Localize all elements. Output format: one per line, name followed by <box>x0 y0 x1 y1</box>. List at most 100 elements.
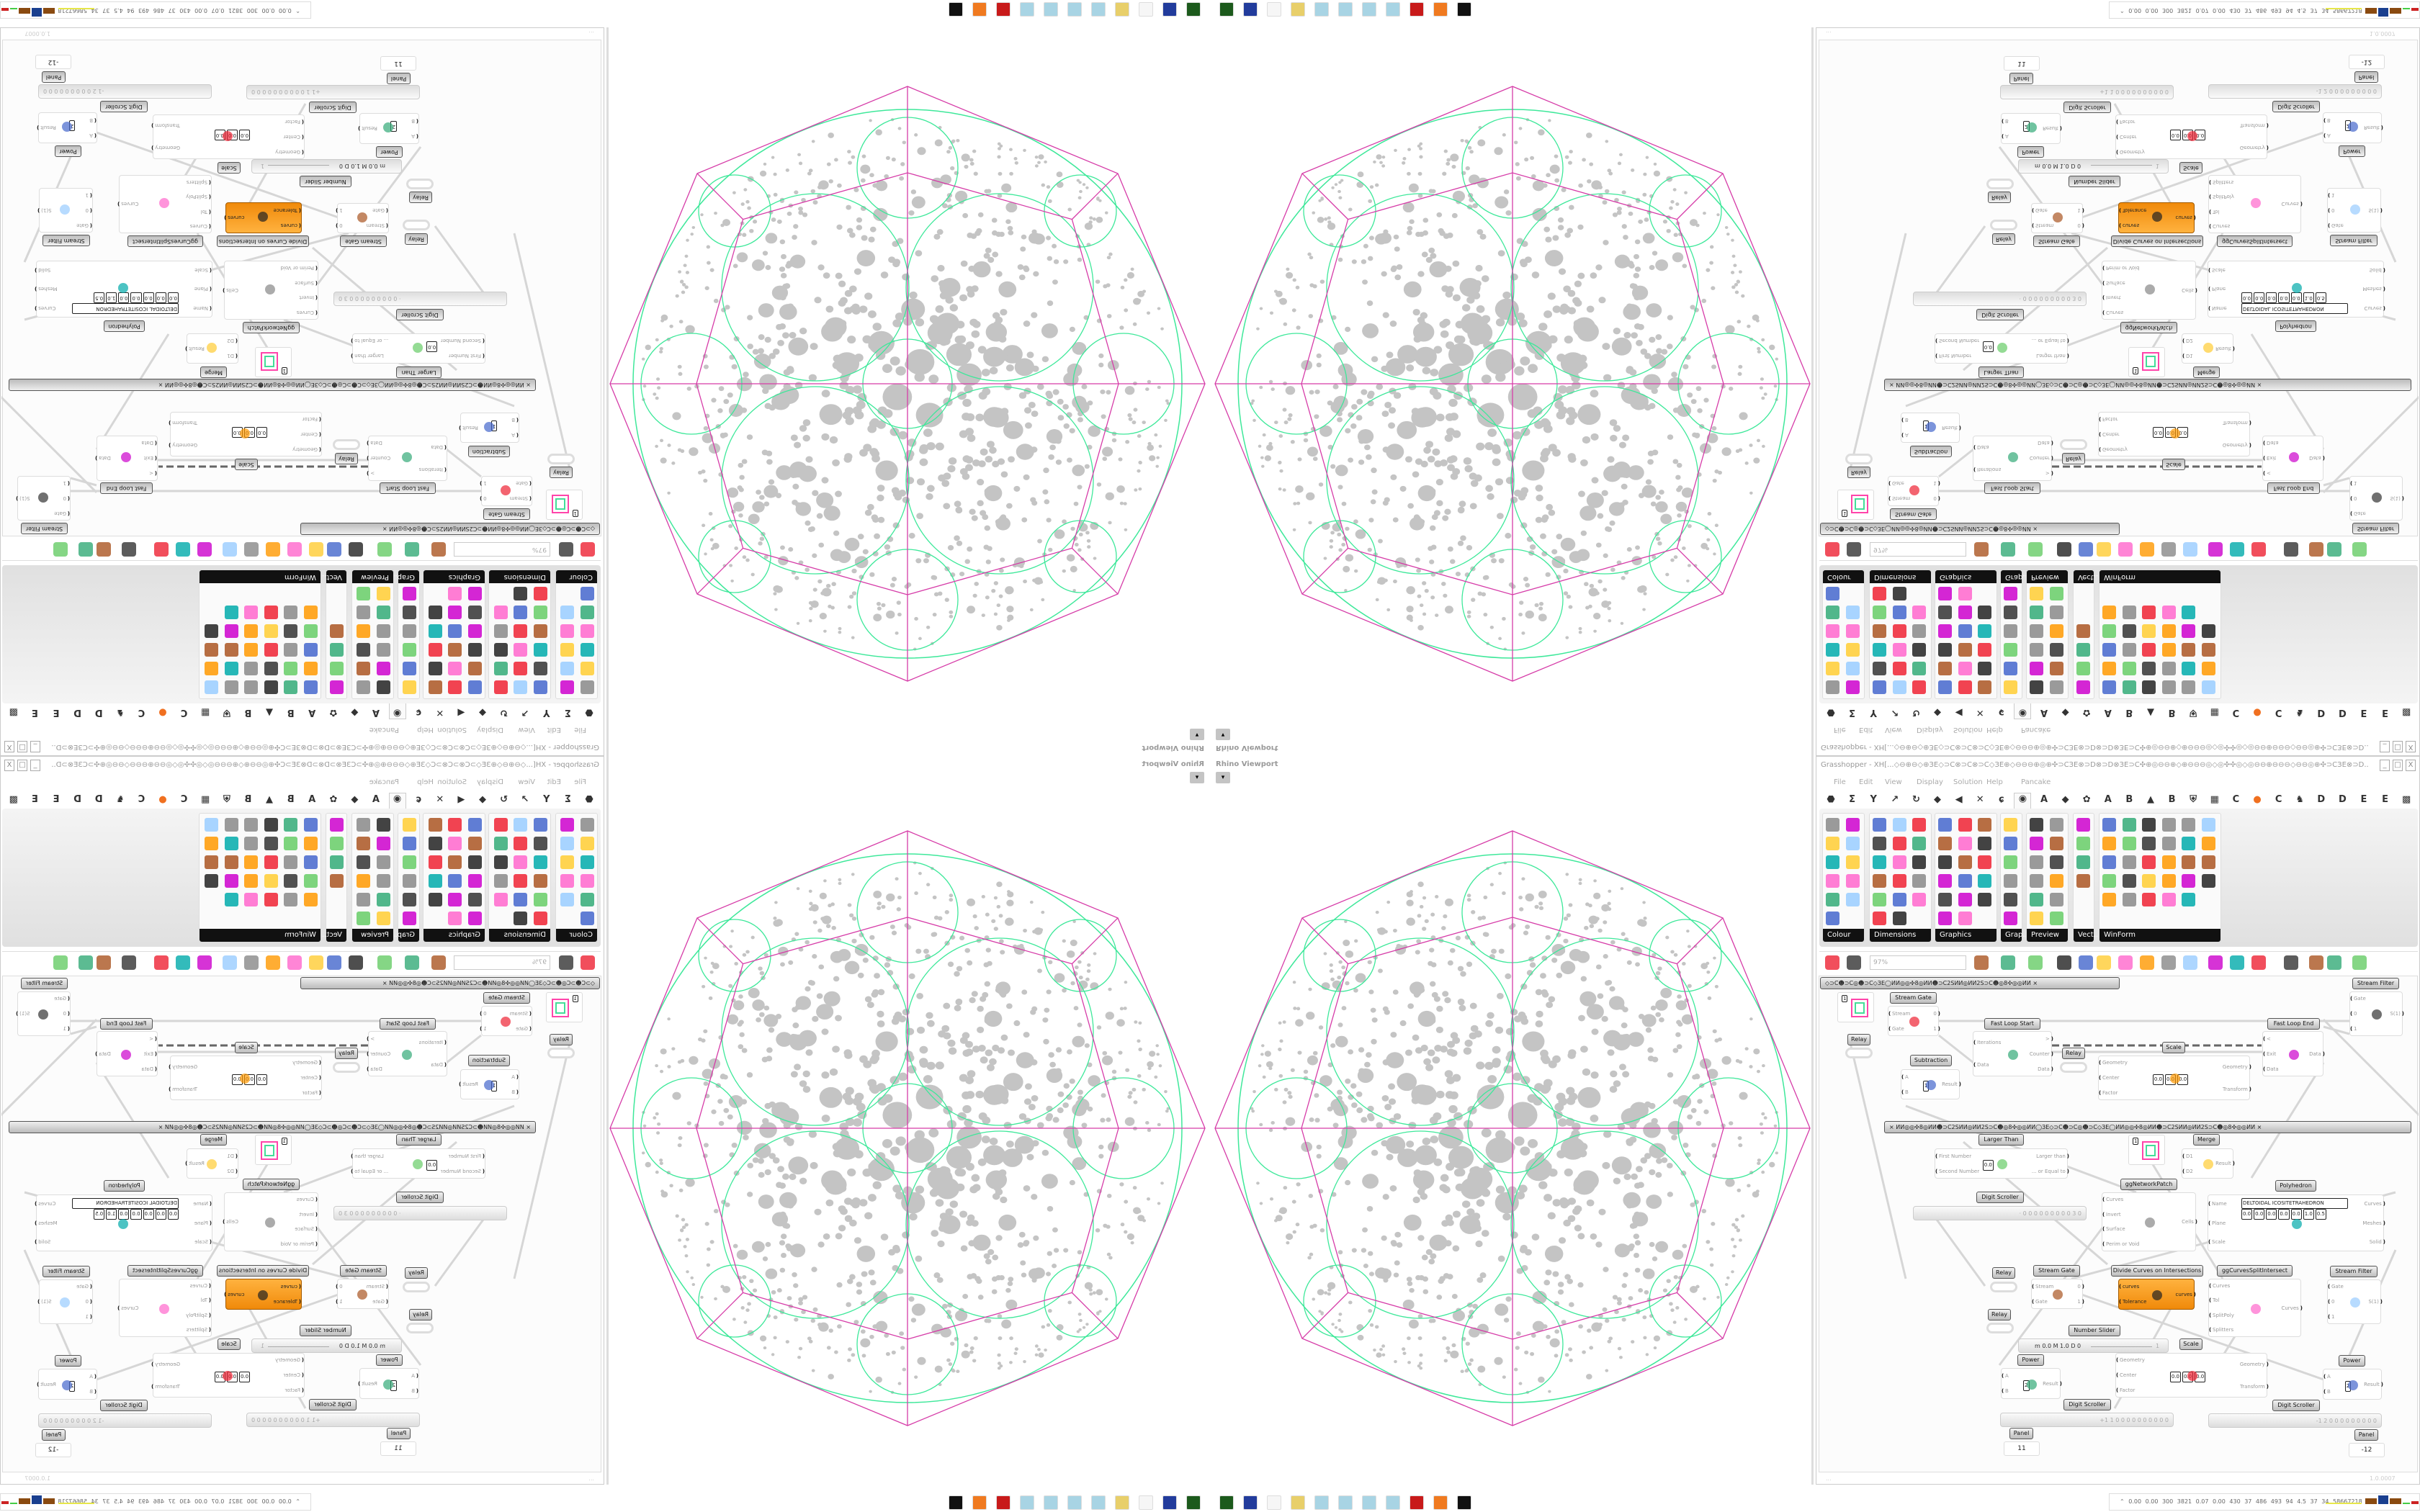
component-icon[interactable] <box>1912 662 1926 675</box>
component-icon[interactable] <box>2076 643 2090 657</box>
tab-icon[interactable]: Σ <box>1849 794 1856 805</box>
component-icon[interactable] <box>514 874 528 888</box>
component-icon[interactable] <box>1912 624 1926 638</box>
input-geometry[interactable]: Geometry <box>275 149 300 155</box>
component-icon[interactable] <box>448 912 462 925</box>
palette-section-label[interactable]: WinForm <box>2099 570 2220 583</box>
component-icon[interactable] <box>2102 643 2116 657</box>
component-icon[interactable] <box>205 624 219 638</box>
viewport-menu-button[interactable]: ▾ <box>1216 772 1230 783</box>
input-center[interactable]: Center <box>2102 431 2120 437</box>
component-scale[interactable]: GeometryCenterFactorGeometryTransform0.0… <box>2098 412 2250 456</box>
component-icon[interactable] <box>357 680 371 694</box>
component-icon[interactable] <box>377 643 390 657</box>
panel-label[interactable]: Panel <box>2009 1428 2033 1439</box>
panel-label[interactable]: Panel <box>2354 1429 2378 1441</box>
component-label[interactable]: Subtraction <box>1910 1055 1952 1066</box>
component-icon[interactable] <box>357 874 371 888</box>
toolbar-icon[interactable] <box>2097 542 2111 557</box>
palette-section-label[interactable]: WinForm <box>2099 929 2220 942</box>
tab-icon[interactable]: B <box>2168 794 2176 805</box>
component-icon[interactable] <box>429 606 442 619</box>
component-icon[interactable] <box>1826 893 1839 906</box>
component-label[interactable]: Stream Gate <box>2033 235 2080 247</box>
component-label[interactable]: Power <box>55 145 81 157</box>
output-solid[interactable]: Solid <box>35 267 50 273</box>
component-icon[interactable] <box>514 680 528 694</box>
component-icon[interactable] <box>1912 893 1926 906</box>
input-a[interactable]: A <box>1905 433 1909 438</box>
component-icon[interactable] <box>2030 818 2043 832</box>
output-transform[interactable]: Transform <box>151 123 180 129</box>
output-counter[interactable]: Counter <box>2030 456 2053 462</box>
param-value-field[interactable]: 0.5 <box>94 292 105 303</box>
component-icon[interactable] <box>2142 837 2156 850</box>
component-label[interactable]: Scale <box>218 162 241 174</box>
input-curves[interactable]: Curves <box>190 223 207 229</box>
component-icon[interactable] <box>304 624 318 638</box>
blank-icon[interactable] <box>1267 1495 1281 1510</box>
component-power[interactable]: ABResult2 <box>2323 112 2382 143</box>
input-plane[interactable]: Plane <box>2212 287 2226 292</box>
notepad-icon[interactable] <box>1362 1495 1376 1510</box>
tab-icon[interactable]: ɕ <box>1998 794 2004 805</box>
tab-icon[interactable]: ▲ <box>266 707 273 718</box>
component-icon[interactable] <box>560 606 575 619</box>
palette-section-label[interactable]: Preview <box>2027 570 2068 583</box>
component-label[interactable]: Polyhedron <box>2275 320 2316 332</box>
tab-icon[interactable]: Σ <box>564 707 571 718</box>
component-icon[interactable] <box>403 893 416 906</box>
component-icon[interactable] <box>2102 662 2116 675</box>
component-icon[interactable] <box>1845 680 1860 694</box>
palette-section-label[interactable]: Vect... <box>2074 929 2100 942</box>
menu-pancake[interactable]: Pancake <box>369 726 399 734</box>
component-icon[interactable] <box>581 818 594 832</box>
input-data[interactable]: Data <box>2267 441 2279 446</box>
palette-section-label[interactable]: Dimensions <box>489 570 550 583</box>
component-icon[interactable] <box>2142 818 2156 832</box>
folder-icon[interactable] <box>1115 2 1129 17</box>
input-gate[interactable]: Gate <box>516 481 528 487</box>
toolbar-icon[interactable] <box>2028 955 2043 970</box>
output-s-1-[interactable]: S(1) <box>37 207 51 213</box>
output-0[interactable]: 0 <box>2077 223 2084 229</box>
toolbar-icon[interactable] <box>2161 955 2176 970</box>
component-icon[interactable] <box>284 606 298 619</box>
component-icon[interactable] <box>514 643 528 657</box>
component-icon[interactable] <box>581 893 594 906</box>
component-icon[interactable] <box>264 874 278 888</box>
input-0[interactable]: 0 <box>2349 1011 2357 1017</box>
param-value-field[interactable]: 0.0 <box>1982 1160 1994 1171</box>
component-icon[interactable] <box>2030 874 2043 888</box>
toolbar-icon[interactable] <box>53 542 68 557</box>
circle-param[interactable]: 1 <box>2128 347 2165 377</box>
input-iterations[interactable]: Iterations <box>419 467 443 472</box>
component-icon[interactable] <box>581 680 594 694</box>
component-icon[interactable] <box>448 874 462 888</box>
component-icon[interactable] <box>1826 874 1839 888</box>
input-a[interactable]: A <box>411 133 415 139</box>
component-icon[interactable] <box>330 818 344 832</box>
component-icon[interactable] <box>2142 624 2156 638</box>
tab-icon[interactable]: ▲ <box>2147 707 2154 718</box>
component-icon[interactable] <box>2201 818 2215 832</box>
component-scale[interactable]: GeometryCenterFactorGeometryTransform0.0… <box>153 114 305 159</box>
component-icon[interactable] <box>1892 855 1906 869</box>
group-bar[interactable]: ◇⊃C☻⊃C◎☻⊃C◇ЗЕ◯ИИ◎◎✣8◎ИИ☻⊃C2SИИ◎ИИ2S⊃C☻◎8… <box>1820 977 2120 989</box>
component-icon[interactable] <box>1938 874 1952 888</box>
output-larger-than[interactable]: Larger than <box>351 354 384 359</box>
component-label[interactable]: Scale <box>2162 459 2185 470</box>
component-icon[interactable] <box>2049 912 2063 925</box>
component-icon[interactable] <box>2182 606 2195 619</box>
component-merge[interactable]: D1D2Result <box>187 333 238 364</box>
component-icon[interactable] <box>514 587 528 600</box>
maximize-button[interactable]: □ <box>2393 760 2403 771</box>
output--[interactable]: > <box>2045 471 2053 477</box>
component-icon[interactable] <box>2122 874 2136 888</box>
component-icon[interactable] <box>1845 643 1860 657</box>
menu-display[interactable]: Display <box>477 726 503 734</box>
input-a[interactable]: A <box>1901 1074 1909 1080</box>
palette-section-label[interactable]: Preview <box>352 929 393 942</box>
input-data[interactable]: Data <box>1977 444 1989 450</box>
